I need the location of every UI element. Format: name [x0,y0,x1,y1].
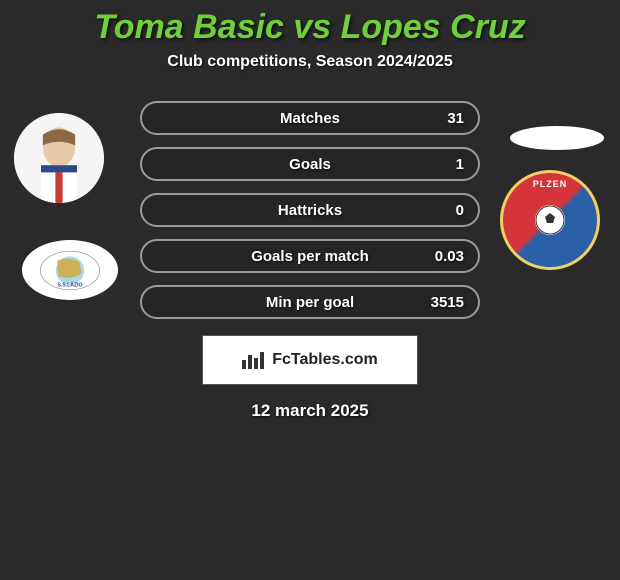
stat-row-matches: Matches 31 [140,101,480,135]
stat-label: Min per goal [266,294,354,311]
stat-row-goals: Goals 1 [140,147,480,181]
page-title: Toma Basic vs Lopes Cruz [0,0,620,47]
date-label: 12 march 2025 [0,401,620,421]
fctables-badge: FcTables.com [202,335,418,385]
stat-value: 0.03 [435,248,464,265]
bar-chart-icon [242,352,266,369]
page-subtitle: Club competitions, Season 2024/2025 [0,53,620,71]
stat-value: 3515 [431,294,464,311]
stats-list: Matches 31 Goals 1 Hattricks 0 Goals per… [0,101,620,421]
badge-text: FcTables.com [272,351,378,369]
stat-label: Hattricks [278,202,342,219]
stat-row-hattricks: Hattricks 0 [140,193,480,227]
stat-label: Matches [280,110,340,127]
stat-value: 0 [456,202,464,219]
stat-row-goals-per-match: Goals per match 0.03 [140,239,480,273]
stat-label: Goals [289,156,331,173]
infographic-container: Toma Basic vs Lopes Cruz Club competitio… [0,0,620,421]
stat-row-min-per-goal: Min per goal 3515 [140,285,480,319]
stat-value: 1 [456,156,464,173]
stat-value: 31 [447,110,464,127]
stat-label: Goals per match [251,248,369,265]
